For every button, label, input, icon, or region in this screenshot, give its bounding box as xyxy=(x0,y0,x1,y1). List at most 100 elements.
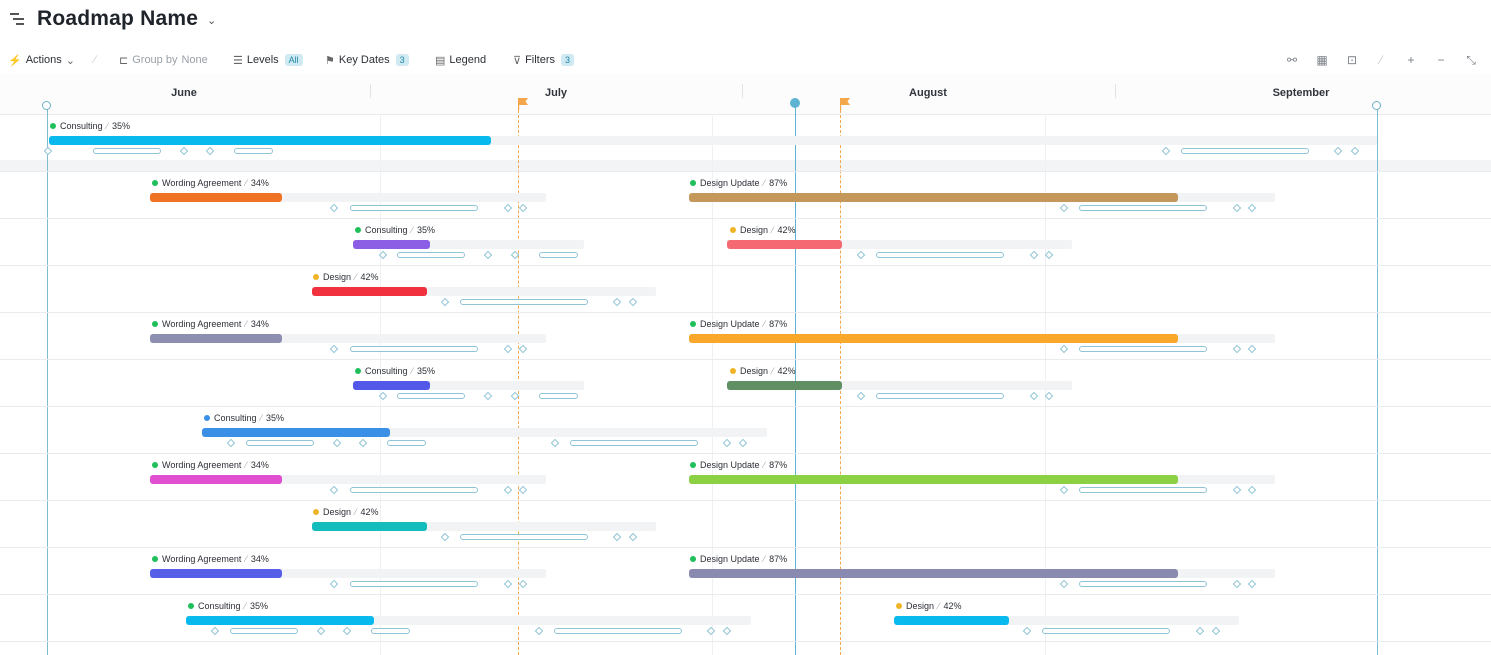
milestone-diamond-icon[interactable] xyxy=(1161,146,1171,156)
calendar-icon[interactable]: ▦ xyxy=(1316,53,1328,67)
legend-button[interactable]: ▤ Legend xyxy=(435,52,486,68)
levels-button[interactable]: ☰ Levels All xyxy=(233,52,303,68)
timeline-start-handle[interactable] xyxy=(42,101,51,110)
sub-task-pill[interactable] xyxy=(1042,628,1170,634)
milestone-diamond-icon[interactable] xyxy=(1232,344,1242,354)
milestone-diamond-icon[interactable] xyxy=(1044,391,1054,401)
milestone-diamond-icon[interactable] xyxy=(1059,344,1069,354)
milestone-diamond-icon[interactable] xyxy=(1059,203,1069,213)
milestone-diamond-icon[interactable] xyxy=(612,532,622,542)
milestone-diamond-icon[interactable] xyxy=(358,438,368,448)
sub-task-pill[interactable] xyxy=(397,252,465,258)
sub-task-pill[interactable] xyxy=(554,628,682,634)
milestone-diamond-icon[interactable] xyxy=(1232,203,1242,213)
roadmap-bar[interactable] xyxy=(727,240,842,249)
roadmap-bar[interactable] xyxy=(353,240,430,249)
milestone-diamond-icon[interactable] xyxy=(226,438,236,448)
milestone-diamond-icon[interactable] xyxy=(1029,391,1039,401)
milestone-diamond-icon[interactable] xyxy=(440,297,450,307)
sub-task-pill[interactable] xyxy=(1079,487,1207,493)
sub-task-pill[interactable] xyxy=(539,252,578,258)
roadmap-bar[interactable] xyxy=(727,381,842,390)
sub-task-pill[interactable] xyxy=(397,393,465,399)
sub-task-pill[interactable] xyxy=(876,393,1004,399)
milestone-diamond-icon[interactable] xyxy=(205,146,215,156)
link-icon[interactable]: ⚯ xyxy=(1286,53,1298,67)
milestone-diamond-icon[interactable] xyxy=(1333,146,1343,156)
roadmap-bar[interactable] xyxy=(689,193,1178,202)
collapse-icon[interactable]: ⤡ xyxy=(1466,53,1476,67)
sub-task-pill[interactable] xyxy=(1181,148,1309,154)
milestone-diamond-icon[interactable] xyxy=(722,438,732,448)
roadmap-bar[interactable] xyxy=(689,569,1178,578)
sub-task-pill[interactable] xyxy=(539,393,578,399)
sub-task-pill[interactable] xyxy=(371,628,410,634)
sub-task-pill[interactable] xyxy=(460,534,588,540)
milestone-diamond-icon[interactable] xyxy=(1029,250,1039,260)
milestone-diamond-icon[interactable] xyxy=(1022,626,1032,636)
roadmap-bar[interactable] xyxy=(689,475,1178,484)
milestone-diamond-icon[interactable] xyxy=(1247,344,1257,354)
milestone-diamond-icon[interactable] xyxy=(1350,146,1360,156)
sub-task-pill[interactable] xyxy=(570,440,698,446)
zoom-out-icon[interactable]: − xyxy=(1437,53,1445,67)
sub-task-pill[interactable] xyxy=(350,205,478,211)
sub-task-pill[interactable] xyxy=(93,148,161,154)
key-date-flag-icon[interactable] xyxy=(518,98,528,110)
roadmap-bar[interactable] xyxy=(150,569,282,578)
sub-task-pill[interactable] xyxy=(350,487,478,493)
roadmap-bar[interactable] xyxy=(186,616,374,625)
sub-task-pill[interactable] xyxy=(460,299,588,305)
sub-task-pill[interactable] xyxy=(246,440,314,446)
today-marker[interactable] xyxy=(790,98,800,108)
sub-task-pill[interactable] xyxy=(1079,581,1207,587)
milestone-diamond-icon[interactable] xyxy=(1059,579,1069,589)
milestone-diamond-icon[interactable] xyxy=(628,532,638,542)
milestone-diamond-icon[interactable] xyxy=(1044,250,1054,260)
milestone-diamond-icon[interactable] xyxy=(1247,579,1257,589)
roadmap-bar[interactable] xyxy=(150,193,282,202)
group-by-button[interactable]: ⊏ Group by None xyxy=(119,52,208,68)
roadmap-bar[interactable] xyxy=(312,522,427,531)
chevron-down-icon[interactable]: ⌄ xyxy=(207,15,217,27)
timeline-end-handle[interactable] xyxy=(1372,101,1381,110)
milestone-diamond-icon[interactable] xyxy=(856,391,866,401)
sub-task-pill[interactable] xyxy=(350,346,478,352)
milestone-diamond-icon[interactable] xyxy=(612,297,622,307)
roadmap-bar[interactable] xyxy=(49,136,491,145)
milestone-diamond-icon[interactable] xyxy=(1232,485,1242,495)
actions-button[interactable]: ⚡ Actions ⌄ xyxy=(8,52,75,68)
sub-task-pill[interactable] xyxy=(230,628,298,634)
roadmap-bar[interactable] xyxy=(894,616,1009,625)
roadmap-bar[interactable] xyxy=(150,475,282,484)
zoom-in-icon[interactable]: + xyxy=(1407,53,1415,67)
sub-task-pill[interactable] xyxy=(1079,346,1207,352)
milestone-diamond-icon[interactable] xyxy=(856,250,866,260)
milestone-diamond-icon[interactable] xyxy=(1211,626,1221,636)
sub-task-pill[interactable] xyxy=(1079,205,1207,211)
milestone-diamond-icon[interactable] xyxy=(628,297,638,307)
milestone-diamond-icon[interactable] xyxy=(440,532,450,542)
milestone-diamond-icon[interactable] xyxy=(738,438,748,448)
sub-task-pill[interactable] xyxy=(387,440,426,446)
milestone-diamond-icon[interactable] xyxy=(1247,203,1257,213)
roadmap-bar[interactable] xyxy=(353,381,430,390)
focus-icon[interactable]: ⊡ xyxy=(1346,53,1358,67)
sub-task-pill[interactable] xyxy=(234,148,273,154)
key-dates-button[interactable]: ⚑ Key Dates 3 xyxy=(325,52,409,68)
sub-task-pill[interactable] xyxy=(876,252,1004,258)
roadmap-bar[interactable] xyxy=(150,334,282,343)
milestone-diamond-icon[interactable] xyxy=(1059,485,1069,495)
milestone-diamond-icon[interactable] xyxy=(1232,579,1242,589)
milestone-diamond-icon[interactable] xyxy=(332,438,342,448)
filters-button[interactable]: ⊽ Filters 3 xyxy=(513,52,575,68)
roadmap-bar[interactable] xyxy=(312,287,427,296)
sub-task-pill[interactable] xyxy=(350,581,478,587)
milestone-diamond-icon[interactable] xyxy=(1195,626,1205,636)
milestone-diamond-icon[interactable] xyxy=(550,438,560,448)
roadmap-bar[interactable] xyxy=(202,428,390,437)
roadmap-bar[interactable] xyxy=(689,334,1178,343)
key-date-flag-icon[interactable] xyxy=(840,98,850,110)
milestone-diamond-icon[interactable] xyxy=(1247,485,1257,495)
milestone-diamond-icon[interactable] xyxy=(179,146,189,156)
